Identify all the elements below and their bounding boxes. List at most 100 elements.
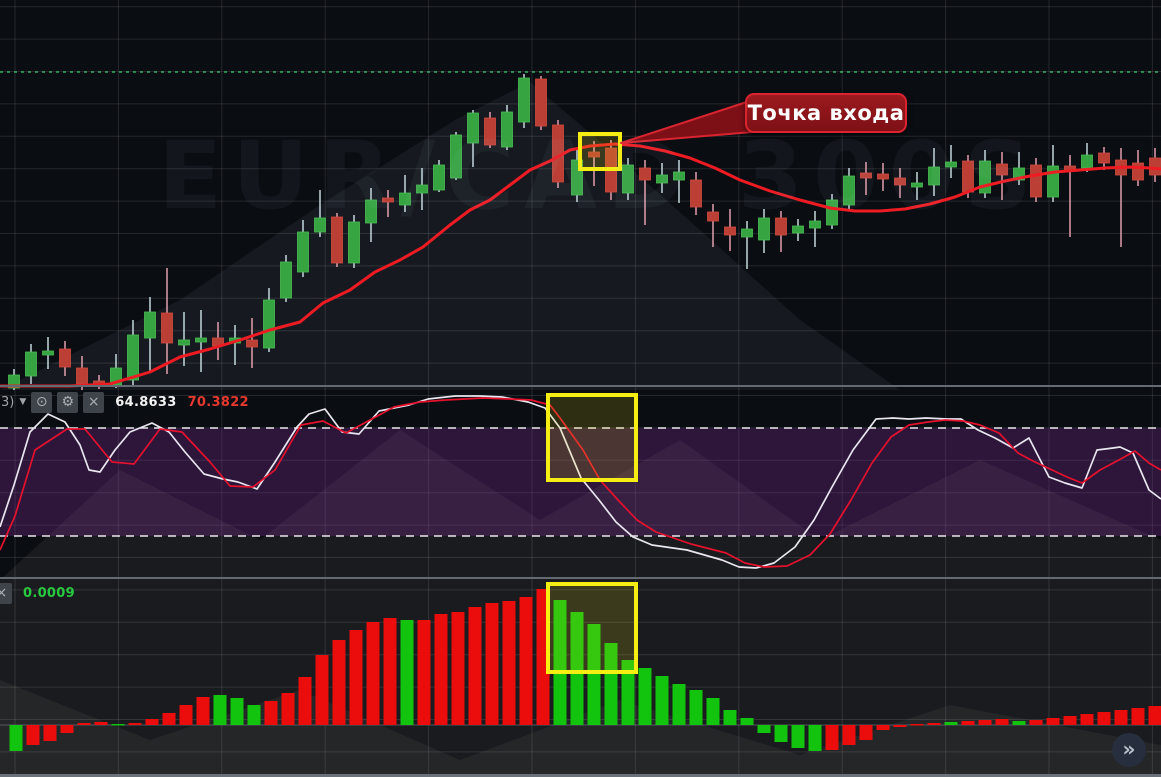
candle-body bbox=[25, 351, 37, 377]
candle-body bbox=[518, 77, 530, 123]
candle-body bbox=[246, 339, 258, 348]
histogram-bar bbox=[774, 725, 788, 742]
candle-body bbox=[979, 160, 991, 194]
histogram-bar bbox=[332, 640, 346, 725]
histogram-bar bbox=[842, 725, 856, 745]
histogram-bar bbox=[740, 718, 754, 725]
candle-body bbox=[348, 221, 360, 264]
candle-body bbox=[571, 159, 583, 196]
histogram-bar bbox=[468, 607, 482, 725]
candle-body bbox=[433, 164, 445, 191]
histogram-bar bbox=[944, 722, 958, 725]
histogram-bars-layer bbox=[9, 589, 1161, 751]
histogram-bar bbox=[451, 612, 465, 725]
candle-body bbox=[792, 225, 804, 234]
stochastic-k-value: 64.8633 bbox=[115, 394, 177, 410]
close-icon[interactable]: × bbox=[83, 391, 105, 413]
histogram-bar bbox=[264, 701, 278, 725]
histogram-bar bbox=[1046, 718, 1060, 725]
candle-body bbox=[707, 211, 719, 222]
candle-body bbox=[860, 172, 872, 179]
stochastic-d-line bbox=[0, 397, 1161, 568]
entry-point-label: Точка входа bbox=[745, 93, 907, 133]
histogram-bar bbox=[655, 676, 669, 725]
candle-body bbox=[741, 228, 753, 238]
histogram-bar bbox=[587, 624, 601, 725]
histogram-bar bbox=[400, 620, 414, 725]
histogram-bar bbox=[60, 725, 74, 733]
histogram-bar bbox=[298, 677, 312, 725]
candle-body bbox=[161, 312, 173, 344]
candle-body bbox=[331, 216, 343, 264]
histogram-bar bbox=[621, 660, 635, 725]
histogram-bar bbox=[927, 723, 941, 725]
histogram-bar bbox=[893, 725, 907, 727]
histogram-bar bbox=[961, 721, 975, 725]
expand-panel-button[interactable]: » bbox=[1112, 733, 1146, 767]
bottom-toolbar-edge bbox=[0, 774, 1161, 777]
histogram-bar bbox=[179, 705, 193, 725]
candle-body bbox=[826, 199, 838, 226]
histogram-bar bbox=[723, 710, 737, 725]
histogram-bar bbox=[604, 643, 618, 725]
gear-icon[interactable]: ⚙ bbox=[57, 391, 79, 413]
candle-body bbox=[809, 220, 821, 229]
histogram-bar bbox=[213, 695, 227, 725]
histogram-bar bbox=[825, 725, 839, 750]
stochastic-header: 3) ▼ ⊙ ⚙ × 64.8633 70.3822 bbox=[1, 390, 249, 414]
histogram-bar bbox=[315, 655, 329, 725]
candle-body bbox=[1013, 167, 1025, 181]
histogram-bar bbox=[553, 600, 567, 725]
candle-body bbox=[1132, 162, 1144, 181]
histogram-bar bbox=[1131, 708, 1145, 725]
candle-body bbox=[945, 161, 957, 168]
histogram-bar bbox=[9, 725, 23, 751]
histogram-bar bbox=[519, 597, 533, 725]
histogram-bar bbox=[978, 720, 992, 725]
histogram-bar bbox=[94, 722, 108, 725]
histogram-bar bbox=[485, 603, 499, 725]
stochastic-name-partial: 3) bbox=[1, 394, 15, 410]
candle-body bbox=[656, 174, 668, 184]
candle-body bbox=[59, 348, 71, 368]
candle-body bbox=[911, 182, 923, 188]
candle-body bbox=[758, 217, 770, 241]
histogram-bar bbox=[706, 698, 720, 725]
chevron-down-icon[interactable]: ▼ bbox=[19, 397, 27, 407]
candle-body bbox=[673, 171, 685, 181]
candle-body bbox=[1098, 152, 1110, 164]
histogram-bar bbox=[791, 725, 805, 748]
highlight-box bbox=[578, 132, 622, 171]
candle-body bbox=[42, 350, 54, 356]
histogram-bar bbox=[43, 725, 57, 741]
histogram-bar bbox=[128, 723, 142, 725]
histogram-bar bbox=[502, 601, 516, 725]
candle-body bbox=[1081, 154, 1093, 169]
histogram-bar bbox=[162, 713, 176, 725]
candle-body bbox=[8, 374, 20, 389]
candle-body bbox=[263, 299, 275, 349]
histogram-bar bbox=[910, 724, 924, 726]
histogram-bar bbox=[111, 724, 125, 726]
candle-body bbox=[314, 217, 326, 233]
candle-body bbox=[996, 163, 1008, 176]
histogram-bar bbox=[1063, 716, 1077, 725]
histogram-bar bbox=[570, 612, 584, 725]
candle-body bbox=[724, 226, 736, 236]
asset-watermark: EUR/CAD 300S bbox=[158, 122, 1042, 231]
histogram-bar bbox=[1012, 721, 1026, 725]
candle-body bbox=[877, 173, 889, 180]
candle-body bbox=[622, 164, 634, 194]
close-icon[interactable]: × bbox=[0, 582, 12, 604]
candle-body bbox=[297, 231, 309, 273]
candle-body bbox=[588, 151, 600, 158]
histogram-bar bbox=[349, 630, 363, 725]
visibility-icon[interactable]: ⊙ bbox=[31, 391, 53, 413]
histogram-bar bbox=[1097, 712, 1111, 725]
candle-body bbox=[127, 334, 139, 381]
histogram-bar bbox=[1029, 720, 1043, 725]
histogram-bar bbox=[383, 618, 397, 725]
histogram-bar bbox=[77, 723, 91, 725]
candle-body bbox=[928, 166, 940, 186]
